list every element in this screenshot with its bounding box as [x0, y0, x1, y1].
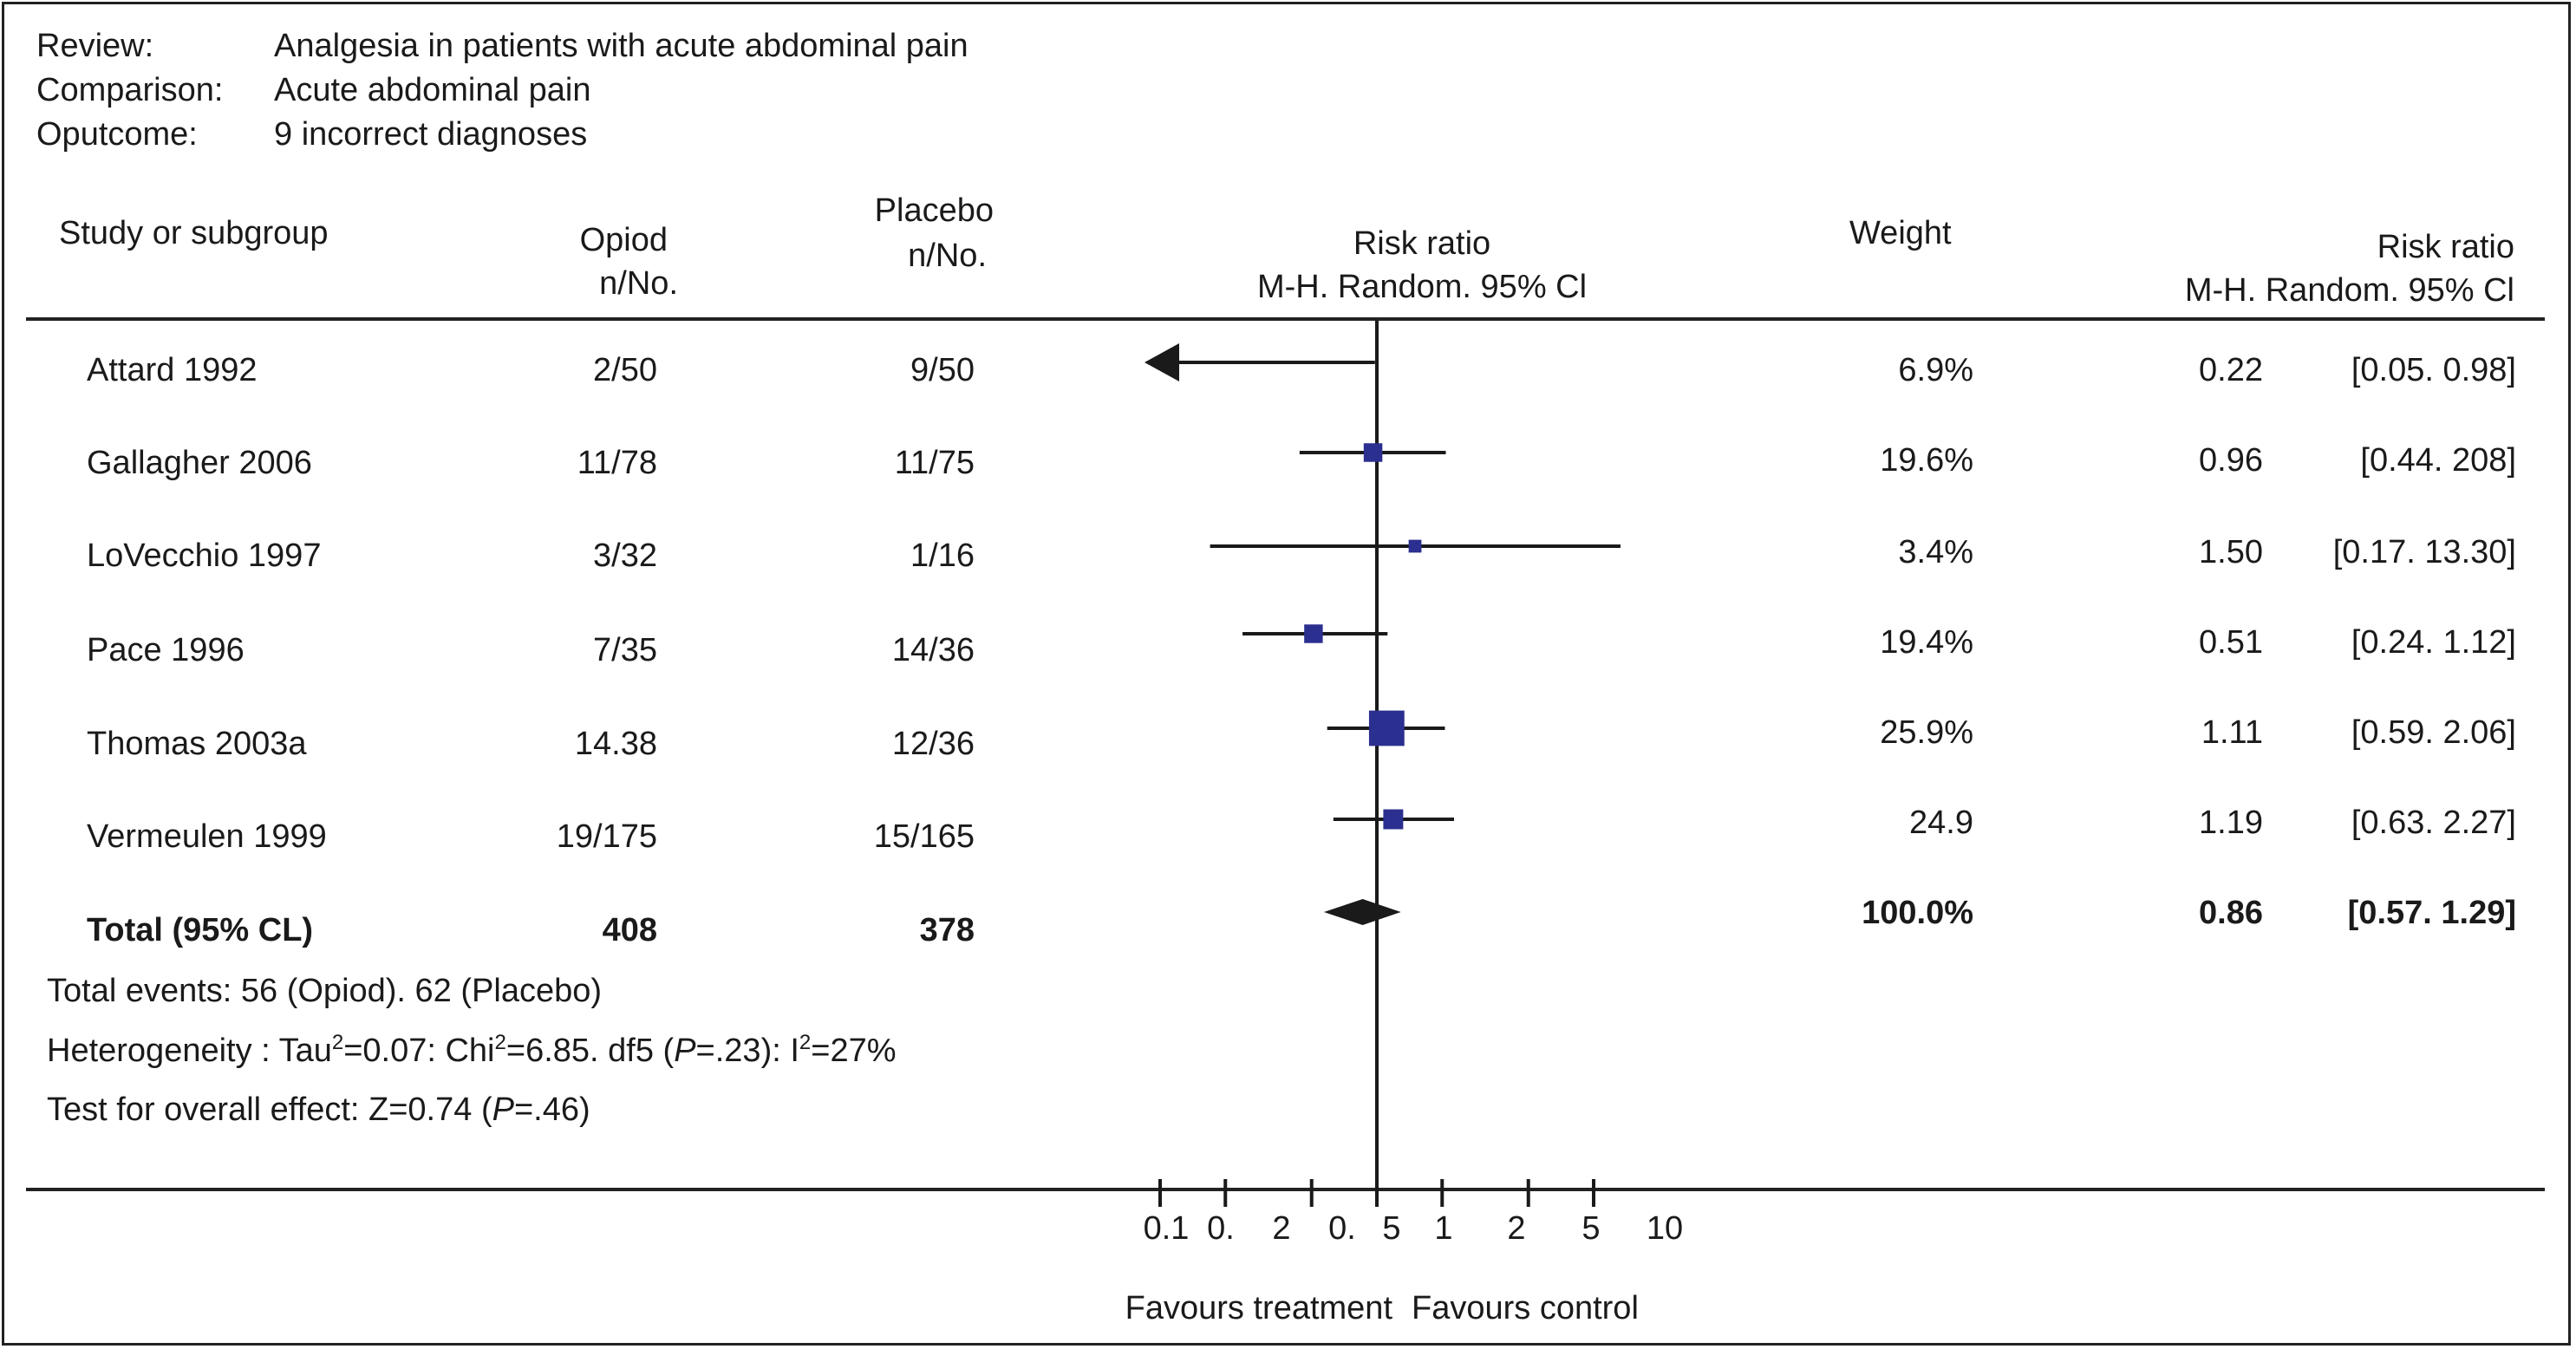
total-label: Total (95% CL) [87, 912, 314, 948]
study-name: Thomas 2003a [87, 726, 307, 762]
placebo-events: 14/36 [891, 632, 975, 668]
header-rr-plot-2: M-H. Random. 95% Cl [1256, 269, 1588, 305]
opioid-events: 7/35 [593, 632, 657, 668]
weight-value: 19.6% [1880, 442, 1973, 479]
study-name: LoVecchio 1997 [87, 538, 322, 574]
header-opioid-1: Opiod [579, 222, 668, 258]
review-value: Analgesia in patients with acute abdomin… [274, 28, 968, 64]
ci-arrow-left [1145, 343, 1179, 381]
tick-label: 10 [1646, 1210, 1684, 1247]
tick-label: 0.1 [1143, 1210, 1190, 1247]
header-weight: Weight [1849, 215, 1952, 251]
opioid-events: 11/78 [577, 445, 657, 481]
study-name: Vermeulen 1999 [87, 818, 327, 855]
weight-value: 24.9 [1909, 805, 1973, 841]
favours-control-label: Favours control [1412, 1290, 1639, 1326]
rr-value: 1.11 [2201, 714, 2263, 751]
weight-value: 6.9% [1898, 352, 1973, 388]
effect-marker [1368, 710, 1405, 746]
opioid-events: 2/50 [593, 352, 657, 388]
header-rr-2: M-H. Random. 95% Cl [2184, 272, 2514, 309]
overall-effect-note: Test for overall effect: Z=0.74 (P=.46) [47, 1092, 590, 1128]
outcome-value: 9 incorrect diagnoses [274, 116, 588, 153]
study-name: Pace 1996 [87, 632, 245, 668]
total-events-note: Total events: 56 (Opiod). 62 (Placebo) [47, 973, 603, 1009]
tick-label: 1 [1434, 1210, 1453, 1247]
placebo-events: 1/16 [910, 538, 975, 574]
rr-value: 0.96 [2199, 442, 2263, 479]
total-rr: 0.86 [2199, 895, 2263, 931]
ci-value: [0.24. 1.12] [2351, 624, 2516, 661]
study-name: Gallagher 2006 [87, 445, 312, 481]
ci-value: [0.44. 208] [2360, 442, 2516, 479]
header-placebo-2: n/No. [908, 238, 987, 274]
placebo-events: 15/165 [873, 818, 975, 855]
ci-value: [0.17. 13.30] [2332, 534, 2516, 570]
tick-label: 0. [1328, 1210, 1356, 1247]
effect-marker [1363, 443, 1383, 462]
placebo-events: 12/36 [891, 726, 975, 762]
rr-value: 1.50 [2199, 534, 2263, 570]
pooled-diamond [1323, 899, 1401, 925]
weight-value: 3.4% [1898, 534, 1973, 570]
placebo-events: 11/75 [894, 445, 975, 481]
tick-label: 5 [1382, 1210, 1401, 1247]
effect-marker [1304, 624, 1323, 643]
total-weight: 100.0% [1862, 895, 1973, 931]
comparison-label: Comparison: [36, 72, 224, 108]
weight-value: 25.9% [1880, 714, 1973, 751]
favours-treatment-label: Favours treatment [1125, 1290, 1392, 1326]
opioid-events: 14.38 [574, 726, 657, 762]
placebo-events: 9/50 [910, 352, 975, 388]
study-name: Attard 1992 [87, 352, 258, 388]
total-ci: [0.57. 1.29] [2347, 895, 2516, 931]
tick-label: 0. [1207, 1210, 1235, 1247]
rr-value: 0.22 [2199, 352, 2263, 388]
ci-value: [0.05. 0.98] [2351, 352, 2516, 388]
ci-value: [0.59. 2.06] [2351, 714, 2516, 751]
total-opioid: 408 [602, 912, 657, 948]
review-label: Review: [36, 28, 154, 64]
opioid-events: 3/32 [593, 538, 657, 574]
header-divider [26, 317, 2545, 321]
ci-value: [0.63. 2.27] [2351, 805, 2516, 841]
comparison-value: Acute abdominal pain [274, 72, 591, 108]
axis-divider [26, 1188, 2545, 1191]
tick-label: 2 [1272, 1210, 1291, 1247]
effect-marker [1408, 539, 1422, 553]
heterogeneity-note: Heterogeneity : Tau2=0.07: Chi2=6.85. df… [47, 1031, 897, 1069]
effect-marker [1383, 809, 1404, 830]
tick-label: 2 [1507, 1210, 1526, 1247]
weight-value: 19.4% [1880, 624, 1973, 661]
rr-value: 0.51 [2199, 624, 2263, 661]
outcome-label: Oputcome: [36, 116, 198, 153]
header-opioid-2: n/No. [599, 265, 678, 302]
rr-value: 1.19 [2199, 805, 2263, 841]
header-placebo-1: Placebo [874, 192, 994, 229]
total-placebo: 378 [919, 912, 975, 948]
header-study: Study or subgroup [59, 215, 329, 251]
header-rr-1: Risk ratio [2377, 229, 2514, 265]
header-rr-plot-1: Risk ratio [1353, 225, 1491, 262]
tick-label: 5 [1581, 1210, 1601, 1247]
opioid-events: 19/175 [556, 818, 657, 855]
